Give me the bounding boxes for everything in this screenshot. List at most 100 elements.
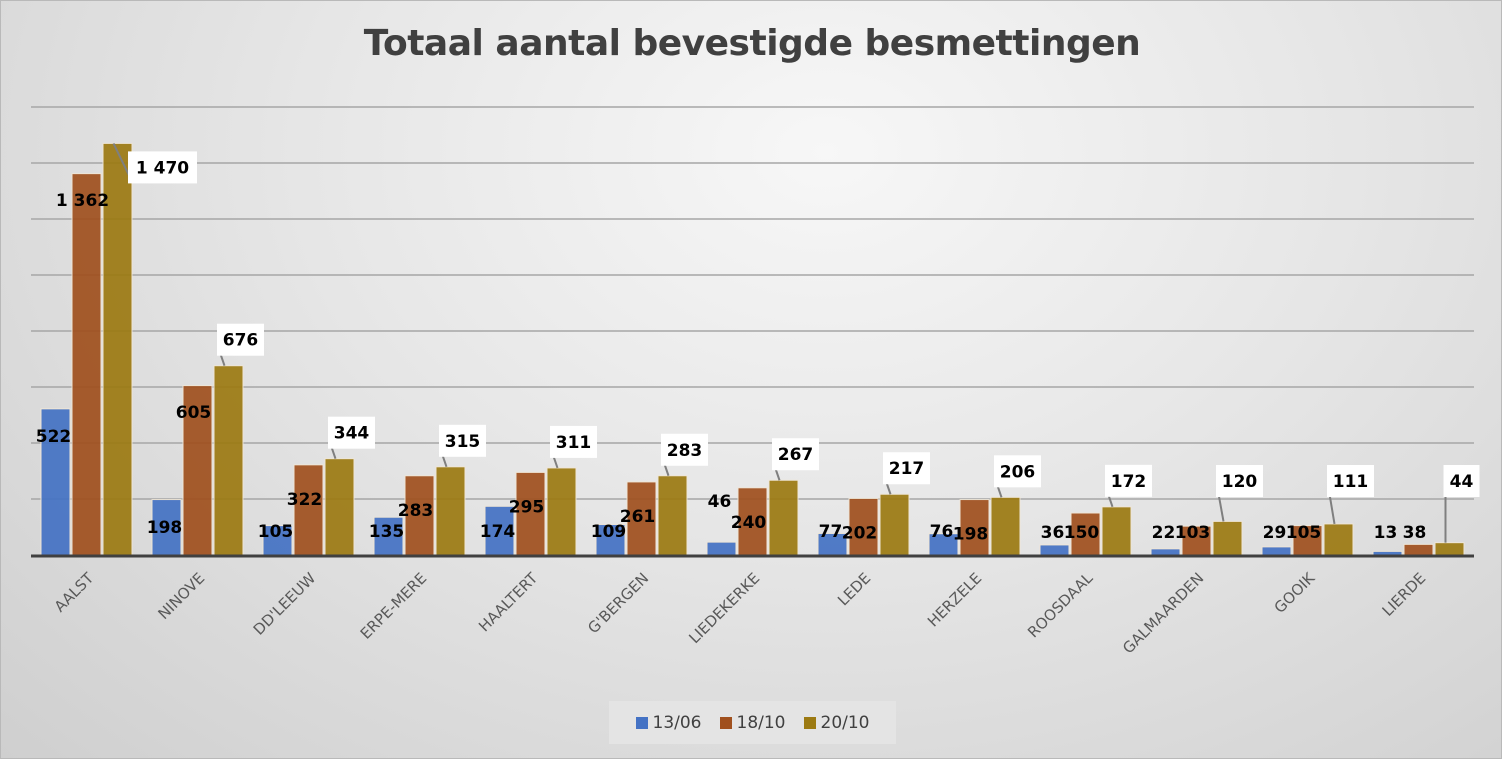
bar-18-10 <box>404 475 435 556</box>
bar-18-10 <box>737 487 768 556</box>
data-label: 22 <box>1152 523 1176 543</box>
bar-13-06 <box>40 408 71 556</box>
category-label: LIERDE <box>1379 569 1430 620</box>
category-label: NINOVE <box>154 569 208 623</box>
category-label: GALMAARDEN <box>1119 569 1207 657</box>
bar-20-10 <box>768 479 799 556</box>
bar-20-10 <box>657 475 688 556</box>
legend-swatch <box>803 716 816 729</box>
bar-18-10 <box>182 385 213 556</box>
bar-13-06 <box>1039 544 1070 556</box>
bar-13-06 <box>373 516 404 556</box>
bar-13-06 <box>1372 550 1403 556</box>
legend-item: 20/10 <box>803 712 870 733</box>
bar-20-10 <box>990 496 1021 556</box>
bar-18-10 <box>1403 543 1434 556</box>
data-label: 36 <box>1041 523 1065 543</box>
bar-20-10 <box>879 493 910 556</box>
data-label: 217 <box>889 459 925 479</box>
data-label: 605 <box>176 403 212 423</box>
data-label: 344 <box>334 424 370 444</box>
category-label: LIEDEKERKE <box>685 569 763 647</box>
bar-20-10 <box>546 467 577 556</box>
category-label: HAALTERT <box>475 569 542 636</box>
data-label: 77 <box>819 522 843 542</box>
bar-20-10 <box>1212 520 1243 556</box>
chart-title: Totaal aantal bevestigde besmettingen <box>363 23 1141 64</box>
legend-item: 13/06 <box>635 712 702 733</box>
data-label-box <box>217 323 264 356</box>
data-label: 261 <box>620 507 656 527</box>
data-label-box <box>328 416 375 449</box>
data-label: 120 <box>1222 472 1258 492</box>
bar-18-10 <box>959 499 990 556</box>
data-label: 198 <box>147 518 183 538</box>
data-label: 206 <box>1000 462 1036 482</box>
data-label-box <box>128 151 197 184</box>
bar-18-10 <box>515 471 546 556</box>
data-label: 135 <box>369 522 405 542</box>
bar-13-06 <box>1261 546 1292 556</box>
category-label: GOOIK <box>1271 568 1320 617</box>
bar-20-10 <box>102 142 133 556</box>
data-label: 172 <box>1111 472 1147 492</box>
data-label: 29 <box>1263 523 1287 543</box>
data-label-box <box>1327 465 1374 497</box>
data-label: 103 <box>1175 523 1211 543</box>
legend-label: 18/10 <box>736 712 786 733</box>
data-label: 174 <box>480 522 516 542</box>
bar-20-10 <box>213 365 244 556</box>
data-label: 295 <box>509 497 545 517</box>
category-label: DD'LEEUW <box>250 569 320 639</box>
data-label-box <box>1443 465 1480 497</box>
data-label: 46 <box>708 492 732 512</box>
legend-label: 20/10 <box>820 712 870 733</box>
data-label-box <box>439 424 486 457</box>
bar-20-10 <box>1323 523 1354 556</box>
data-label: 38 <box>1403 523 1427 543</box>
data-label: 44 <box>1450 472 1474 492</box>
bar-13-06 <box>1150 548 1181 556</box>
bar-13-06 <box>706 541 737 556</box>
data-label: 150 <box>1064 523 1100 543</box>
data-label: 198 <box>953 525 989 545</box>
data-label: 240 <box>731 513 767 533</box>
legend-swatch <box>635 716 648 729</box>
data-label-box <box>994 455 1041 488</box>
data-label: 109 <box>591 522 627 542</box>
data-label: 522 <box>36 427 72 447</box>
category-label: LEDE <box>834 569 874 609</box>
data-label: 322 <box>287 490 323 510</box>
category-label: AALST <box>51 569 98 616</box>
data-label: 311 <box>556 433 592 453</box>
category-label: ROOSDAAL <box>1024 569 1097 642</box>
data-label: 105 <box>258 522 294 542</box>
bar-20-10 <box>1434 542 1465 556</box>
bar-13-06 <box>595 523 626 556</box>
data-label: 76 <box>930 522 954 542</box>
bar-13-06 <box>151 499 182 556</box>
legend-label: 13/06 <box>652 712 702 733</box>
data-label: 1 470 <box>136 158 189 178</box>
bar-13-06 <box>484 505 515 556</box>
bar-20-10 <box>435 466 466 556</box>
bar-18-10 <box>626 481 657 556</box>
data-label: 105 <box>1286 523 1322 543</box>
data-label-box <box>550 425 597 458</box>
data-label: 111 <box>1333 472 1369 492</box>
category-label: HERZELE <box>924 569 985 630</box>
bar-13-06 <box>262 525 293 556</box>
legend-swatch <box>719 716 732 729</box>
data-label: 315 <box>445 432 481 452</box>
chart-legend: 13/06 18/10 20/10 <box>609 701 896 744</box>
leader-line <box>112 142 131 178</box>
data-label-box <box>661 433 708 466</box>
data-label: 283 <box>398 501 434 521</box>
bar-18-10 <box>1181 525 1212 556</box>
category-label: G'BERGEN <box>584 569 652 637</box>
data-label: 676 <box>223 331 259 351</box>
data-label: 267 <box>778 445 814 465</box>
bar-20-10 <box>324 458 355 556</box>
